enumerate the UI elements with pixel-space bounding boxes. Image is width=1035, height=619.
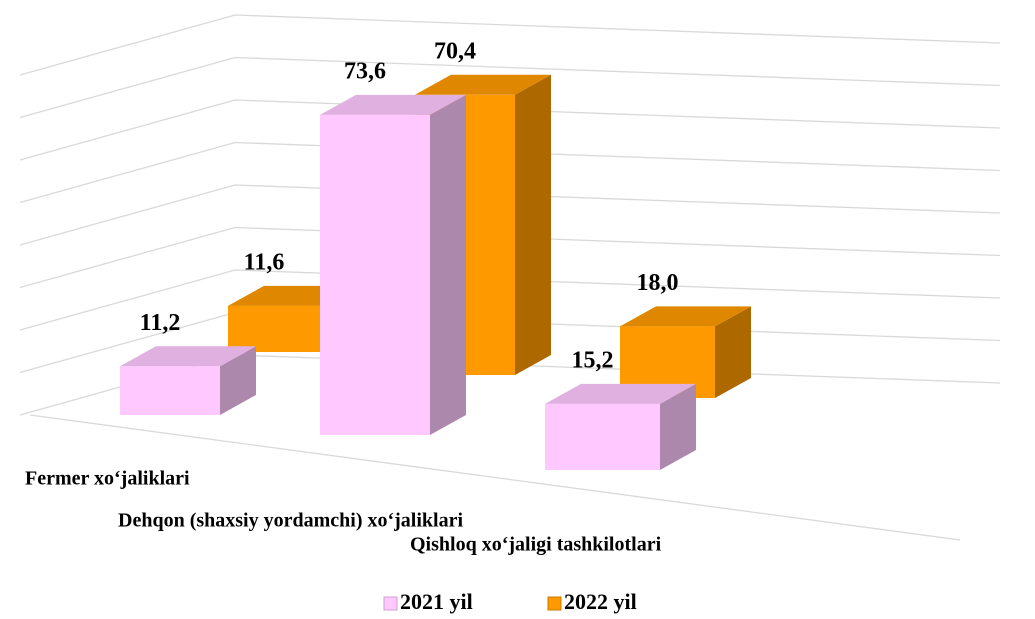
category-label: Fermer xo‘jaliklari <box>25 468 190 490</box>
data-label: 73,6 <box>344 58 386 84</box>
data-label: 11,2 <box>140 310 181 336</box>
bar <box>228 305 320 352</box>
bar-side <box>220 346 256 415</box>
bar-top <box>620 306 751 327</box>
data-label: 18,0 <box>637 270 679 296</box>
grid-line <box>19 141 1001 204</box>
bar-top <box>120 346 256 367</box>
bar-top <box>320 94 466 115</box>
grid-line <box>19 184 1001 246</box>
legend-swatch <box>547 596 562 611</box>
legend-label: 2021 yil <box>400 589 473 614</box>
bar-top <box>545 383 696 404</box>
data-label: 70,4 <box>434 38 476 64</box>
bar <box>545 403 660 470</box>
grid-line <box>19 56 1001 119</box>
bar-side <box>660 383 696 470</box>
data-label: 15,2 <box>572 347 614 373</box>
floor-edge <box>29 414 961 541</box>
bar-top <box>415 74 551 95</box>
category-label: Qishloq xo‘jaligi tashkilotlari <box>410 534 662 556</box>
category-label: Dehqon (shaxsiy yordamchi) xo‘jaliklari <box>118 510 463 532</box>
bar <box>320 114 430 435</box>
bar <box>120 366 220 415</box>
grid-line <box>19 14 1001 76</box>
bar-side <box>715 306 751 398</box>
grid-line <box>19 226 1001 289</box>
grid-line <box>19 99 1001 161</box>
data-label: 11,6 <box>244 249 285 275</box>
legend-swatch <box>383 596 398 611</box>
legend-label: 2022 yil <box>564 589 637 614</box>
bar-side <box>515 74 551 376</box>
bar-side <box>430 94 466 435</box>
grid-line <box>19 269 1001 331</box>
